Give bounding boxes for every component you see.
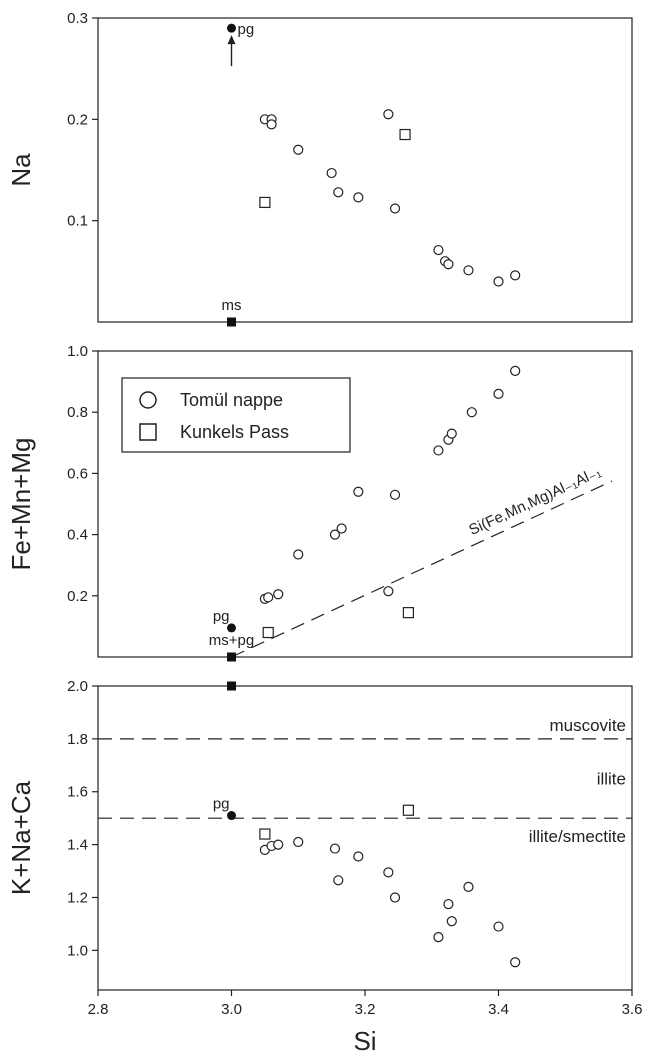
- endmember-label-pg: pg: [238, 21, 255, 38]
- data-point-circle: [389, 203, 401, 214]
- legend-label-tomul: Tomül nappe: [180, 390, 283, 410]
- data-point-circle: [389, 892, 401, 903]
- legend-marker-tomul: [139, 391, 157, 409]
- legend-label-kunkels: Kunkels Pass: [180, 422, 289, 442]
- reference-line-label: illite/smectite: [529, 827, 626, 846]
- data-point-circle: [433, 445, 444, 456]
- data-point-circle: [510, 365, 521, 376]
- y-tick-label: 0.8: [67, 404, 88, 421]
- data-point-circle: [510, 270, 521, 281]
- data-point-circle: [293, 836, 304, 848]
- endmember-label-pg: pg: [213, 608, 230, 625]
- data-point-circle: [329, 529, 341, 540]
- data-point-circle: [446, 428, 457, 439]
- legend-marker-kunkels: [139, 423, 157, 441]
- y-tick-label: 1.4: [67, 837, 88, 854]
- data-point-circle: [463, 881, 474, 893]
- data-point-square: [262, 626, 274, 639]
- data-point-circle: [333, 187, 344, 198]
- endmember-label-pg: pg: [213, 796, 230, 813]
- y-tick-label: 0.4: [67, 527, 88, 544]
- endmember-marker-pg: [227, 23, 236, 33]
- data-point-circle: [266, 119, 277, 130]
- data-point-circle: [353, 192, 364, 203]
- data-point-circle: [493, 921, 504, 932]
- x-axis-title: Si: [353, 1026, 376, 1056]
- data-point-circle: [389, 489, 401, 500]
- exchange-vector-label: Si(Fe,Mn,Mg)Al₋₁Al₋₁: [466, 463, 603, 539]
- data-point-circle: [433, 932, 444, 943]
- data-point-square: [402, 804, 414, 816]
- data-point-circle: [263, 592, 274, 603]
- data-point-square: [259, 196, 271, 209]
- data-point-circle: [443, 259, 454, 270]
- data-point-square: [259, 828, 271, 840]
- data-point-circle: [329, 843, 341, 854]
- arrow-head: [227, 35, 236, 45]
- data-point-circle: [463, 265, 474, 276]
- legend-box: [121, 377, 351, 453]
- panel-k-na-ca: 1.0 1.2 1.4 1.6 1.8 2.0 2.8 3.0 3.2 3.4 3.6 K+Na+Ca…: [6, 678, 642, 1056]
- region-label: illite: [597, 770, 626, 789]
- endmember-marker-ms+pg: [227, 652, 236, 662]
- data-point-circle: [493, 388, 504, 399]
- data-point-circle: [273, 839, 284, 850]
- reference-line-label: muscovite: [549, 716, 626, 735]
- y-tick-label: 0.3: [67, 10, 88, 27]
- data-point-circle: [383, 109, 394, 120]
- data-point-circle: [493, 276, 504, 287]
- data-point-circle: [510, 957, 521, 968]
- plot-frame: [97, 17, 633, 323]
- y-tick-label: 1.2: [67, 889, 88, 906]
- plot-frame: [97, 350, 633, 658]
- y-tick-label: 0.1: [67, 213, 88, 230]
- panel-na: 0.1 0.2 0.3 Na pg ms: [6, 10, 633, 327]
- y-tick-label: 0.6: [67, 465, 88, 482]
- endmember-marker-pg: [227, 811, 236, 821]
- x-tick-label: 2.8: [88, 1001, 109, 1018]
- y-tick-label: 0.2: [67, 588, 88, 605]
- data-point-circle: [293, 549, 304, 560]
- endmember-marker-point: [227, 681, 236, 691]
- data-point-circle: [353, 851, 364, 862]
- exchange-vector-line: [231, 480, 613, 658]
- x-tick-label: 3.4: [488, 1001, 509, 1018]
- endmember-marker-ms: [227, 317, 236, 327]
- y-axis-title: Fe+Mn+Mg: [6, 438, 36, 571]
- data-point-circle: [466, 407, 477, 418]
- data-point-circle: [383, 867, 394, 878]
- x-tick-label: 3.0: [221, 1001, 242, 1018]
- endmember-label-ms+pg: ms+pg: [209, 632, 254, 649]
- data-point-circle: [353, 486, 364, 497]
- y-axis-title: Na: [6, 153, 36, 187]
- legend: Tomül nappe Kunkels Pass: [121, 377, 351, 453]
- data-point-circle: [326, 167, 337, 179]
- data-point-circle: [336, 523, 347, 534]
- y-tick-label: 1.0: [67, 343, 88, 360]
- data-point-circle: [333, 875, 344, 886]
- data-point-square: [402, 607, 414, 619]
- y-tick-label: 1.8: [67, 731, 88, 748]
- x-tick-label: 3.2: [355, 1001, 376, 1018]
- y-tick-label: 0.2: [67, 111, 88, 128]
- data-point-circle: [383, 586, 394, 597]
- y-tick-label: 1.0: [67, 942, 88, 959]
- data-point-circle: [273, 589, 284, 600]
- data-point-circle: [433, 244, 444, 256]
- data-point-circle: [293, 144, 304, 155]
- data-point-circle: [443, 898, 454, 910]
- endmember-label-ms: ms: [222, 297, 242, 314]
- y-axis-title: K+Na+Ca: [6, 780, 36, 895]
- y-tick-label: 2.0: [67, 678, 88, 695]
- y-tick-label: 1.6: [67, 784, 88, 801]
- x-tick-label: 3.6: [622, 1001, 643, 1018]
- data-point-circle: [446, 916, 457, 927]
- endmember-marker-pg: [227, 623, 236, 633]
- data-point-square: [399, 128, 411, 141]
